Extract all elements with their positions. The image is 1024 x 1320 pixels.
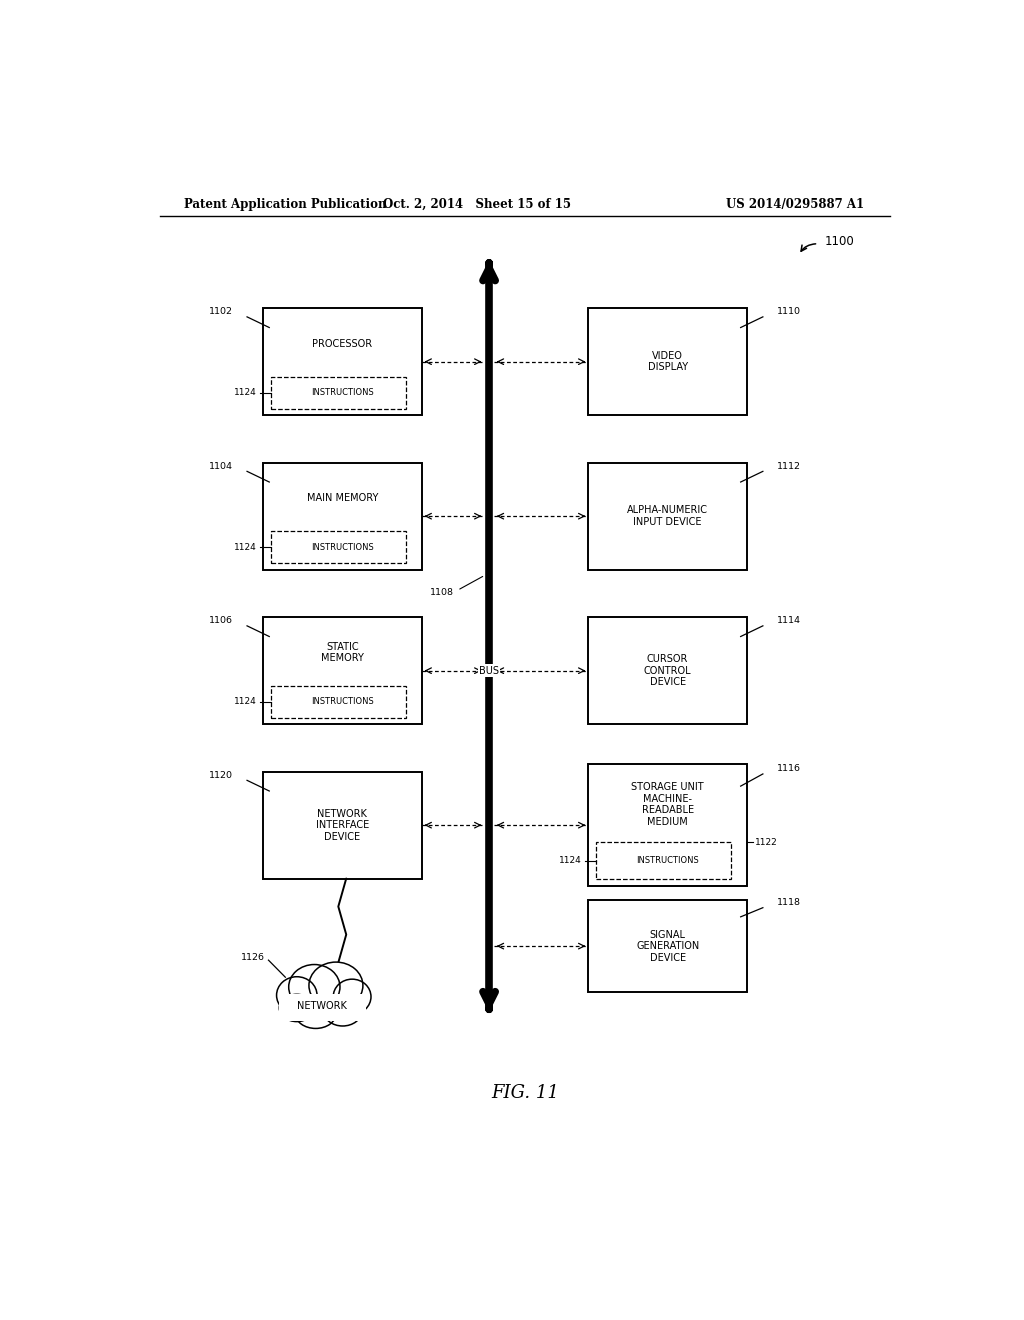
- Text: 1104: 1104: [209, 462, 232, 471]
- Text: 1124: 1124: [233, 697, 257, 706]
- Text: 1112: 1112: [777, 462, 801, 471]
- Ellipse shape: [276, 977, 317, 1014]
- Text: US 2014/0295887 A1: US 2014/0295887 A1: [726, 198, 863, 211]
- Ellipse shape: [333, 979, 371, 1014]
- Text: INSTRUCTIONS: INSTRUCTIONS: [636, 857, 699, 865]
- Text: 1100: 1100: [824, 235, 855, 248]
- Text: STATIC
MEMORY: STATIC MEMORY: [321, 642, 364, 664]
- Ellipse shape: [309, 962, 362, 1008]
- Bar: [588, 764, 748, 886]
- Text: 1124: 1124: [233, 543, 257, 552]
- Text: CURSOR
CONTROL
DEVICE: CURSOR CONTROL DEVICE: [644, 655, 691, 688]
- Text: 1110: 1110: [777, 308, 801, 317]
- Text: 1108: 1108: [430, 587, 455, 597]
- Text: Oct. 2, 2014   Sheet 15 of 15: Oct. 2, 2014 Sheet 15 of 15: [383, 198, 571, 211]
- Text: 1120: 1120: [209, 771, 232, 780]
- Text: ALPHA-NUMERIC
INPUT DEVICE: ALPHA-NUMERIC INPUT DEVICE: [627, 506, 709, 527]
- Text: 1116: 1116: [777, 764, 801, 774]
- Bar: [263, 463, 422, 569]
- Ellipse shape: [289, 965, 340, 1010]
- Text: VIDEO
DISPLAY: VIDEO DISPLAY: [647, 351, 688, 372]
- Text: STORAGE UNIT
MACHINE-
READABLE
MEDIUM: STORAGE UNIT MACHINE- READABLE MEDIUM: [632, 781, 703, 826]
- Bar: [588, 618, 748, 725]
- Text: 1124: 1124: [559, 857, 582, 865]
- Text: PROCESSOR: PROCESSOR: [312, 338, 373, 348]
- Bar: [270, 685, 406, 718]
- Bar: [270, 376, 406, 409]
- Bar: [263, 772, 422, 879]
- Text: BUS: BUS: [479, 665, 499, 676]
- Ellipse shape: [296, 999, 336, 1028]
- Text: 1124: 1124: [233, 388, 257, 397]
- Bar: [263, 309, 422, 414]
- Text: INSTRUCTIONS: INSTRUCTIONS: [311, 543, 374, 552]
- Text: INSTRUCTIONS: INSTRUCTIONS: [311, 388, 374, 397]
- Text: 1126: 1126: [241, 953, 265, 962]
- Text: MAIN MEMORY: MAIN MEMORY: [306, 494, 378, 503]
- Text: 1114: 1114: [777, 616, 801, 626]
- Bar: [279, 994, 367, 1022]
- Text: 1118: 1118: [777, 898, 801, 907]
- Bar: [596, 842, 731, 879]
- Ellipse shape: [280, 994, 314, 1022]
- Text: NETWORK
INTERFACE
DEVICE: NETWORK INTERFACE DEVICE: [315, 809, 369, 842]
- Text: FIG. 11: FIG. 11: [490, 1085, 559, 1102]
- Bar: [263, 618, 422, 725]
- Text: NETWORK: NETWORK: [298, 1002, 347, 1011]
- Bar: [270, 531, 406, 564]
- Bar: [588, 309, 748, 414]
- Text: 1122: 1122: [755, 838, 777, 846]
- Ellipse shape: [324, 997, 361, 1026]
- Text: Patent Application Publication: Patent Application Publication: [183, 198, 386, 211]
- Bar: [588, 900, 748, 991]
- Text: 1102: 1102: [209, 308, 232, 317]
- Bar: [588, 463, 748, 569]
- Text: SIGNAL
GENERATION
DEVICE: SIGNAL GENERATION DEVICE: [636, 929, 699, 962]
- Text: 1106: 1106: [209, 616, 232, 626]
- Text: INSTRUCTIONS: INSTRUCTIONS: [311, 697, 374, 706]
